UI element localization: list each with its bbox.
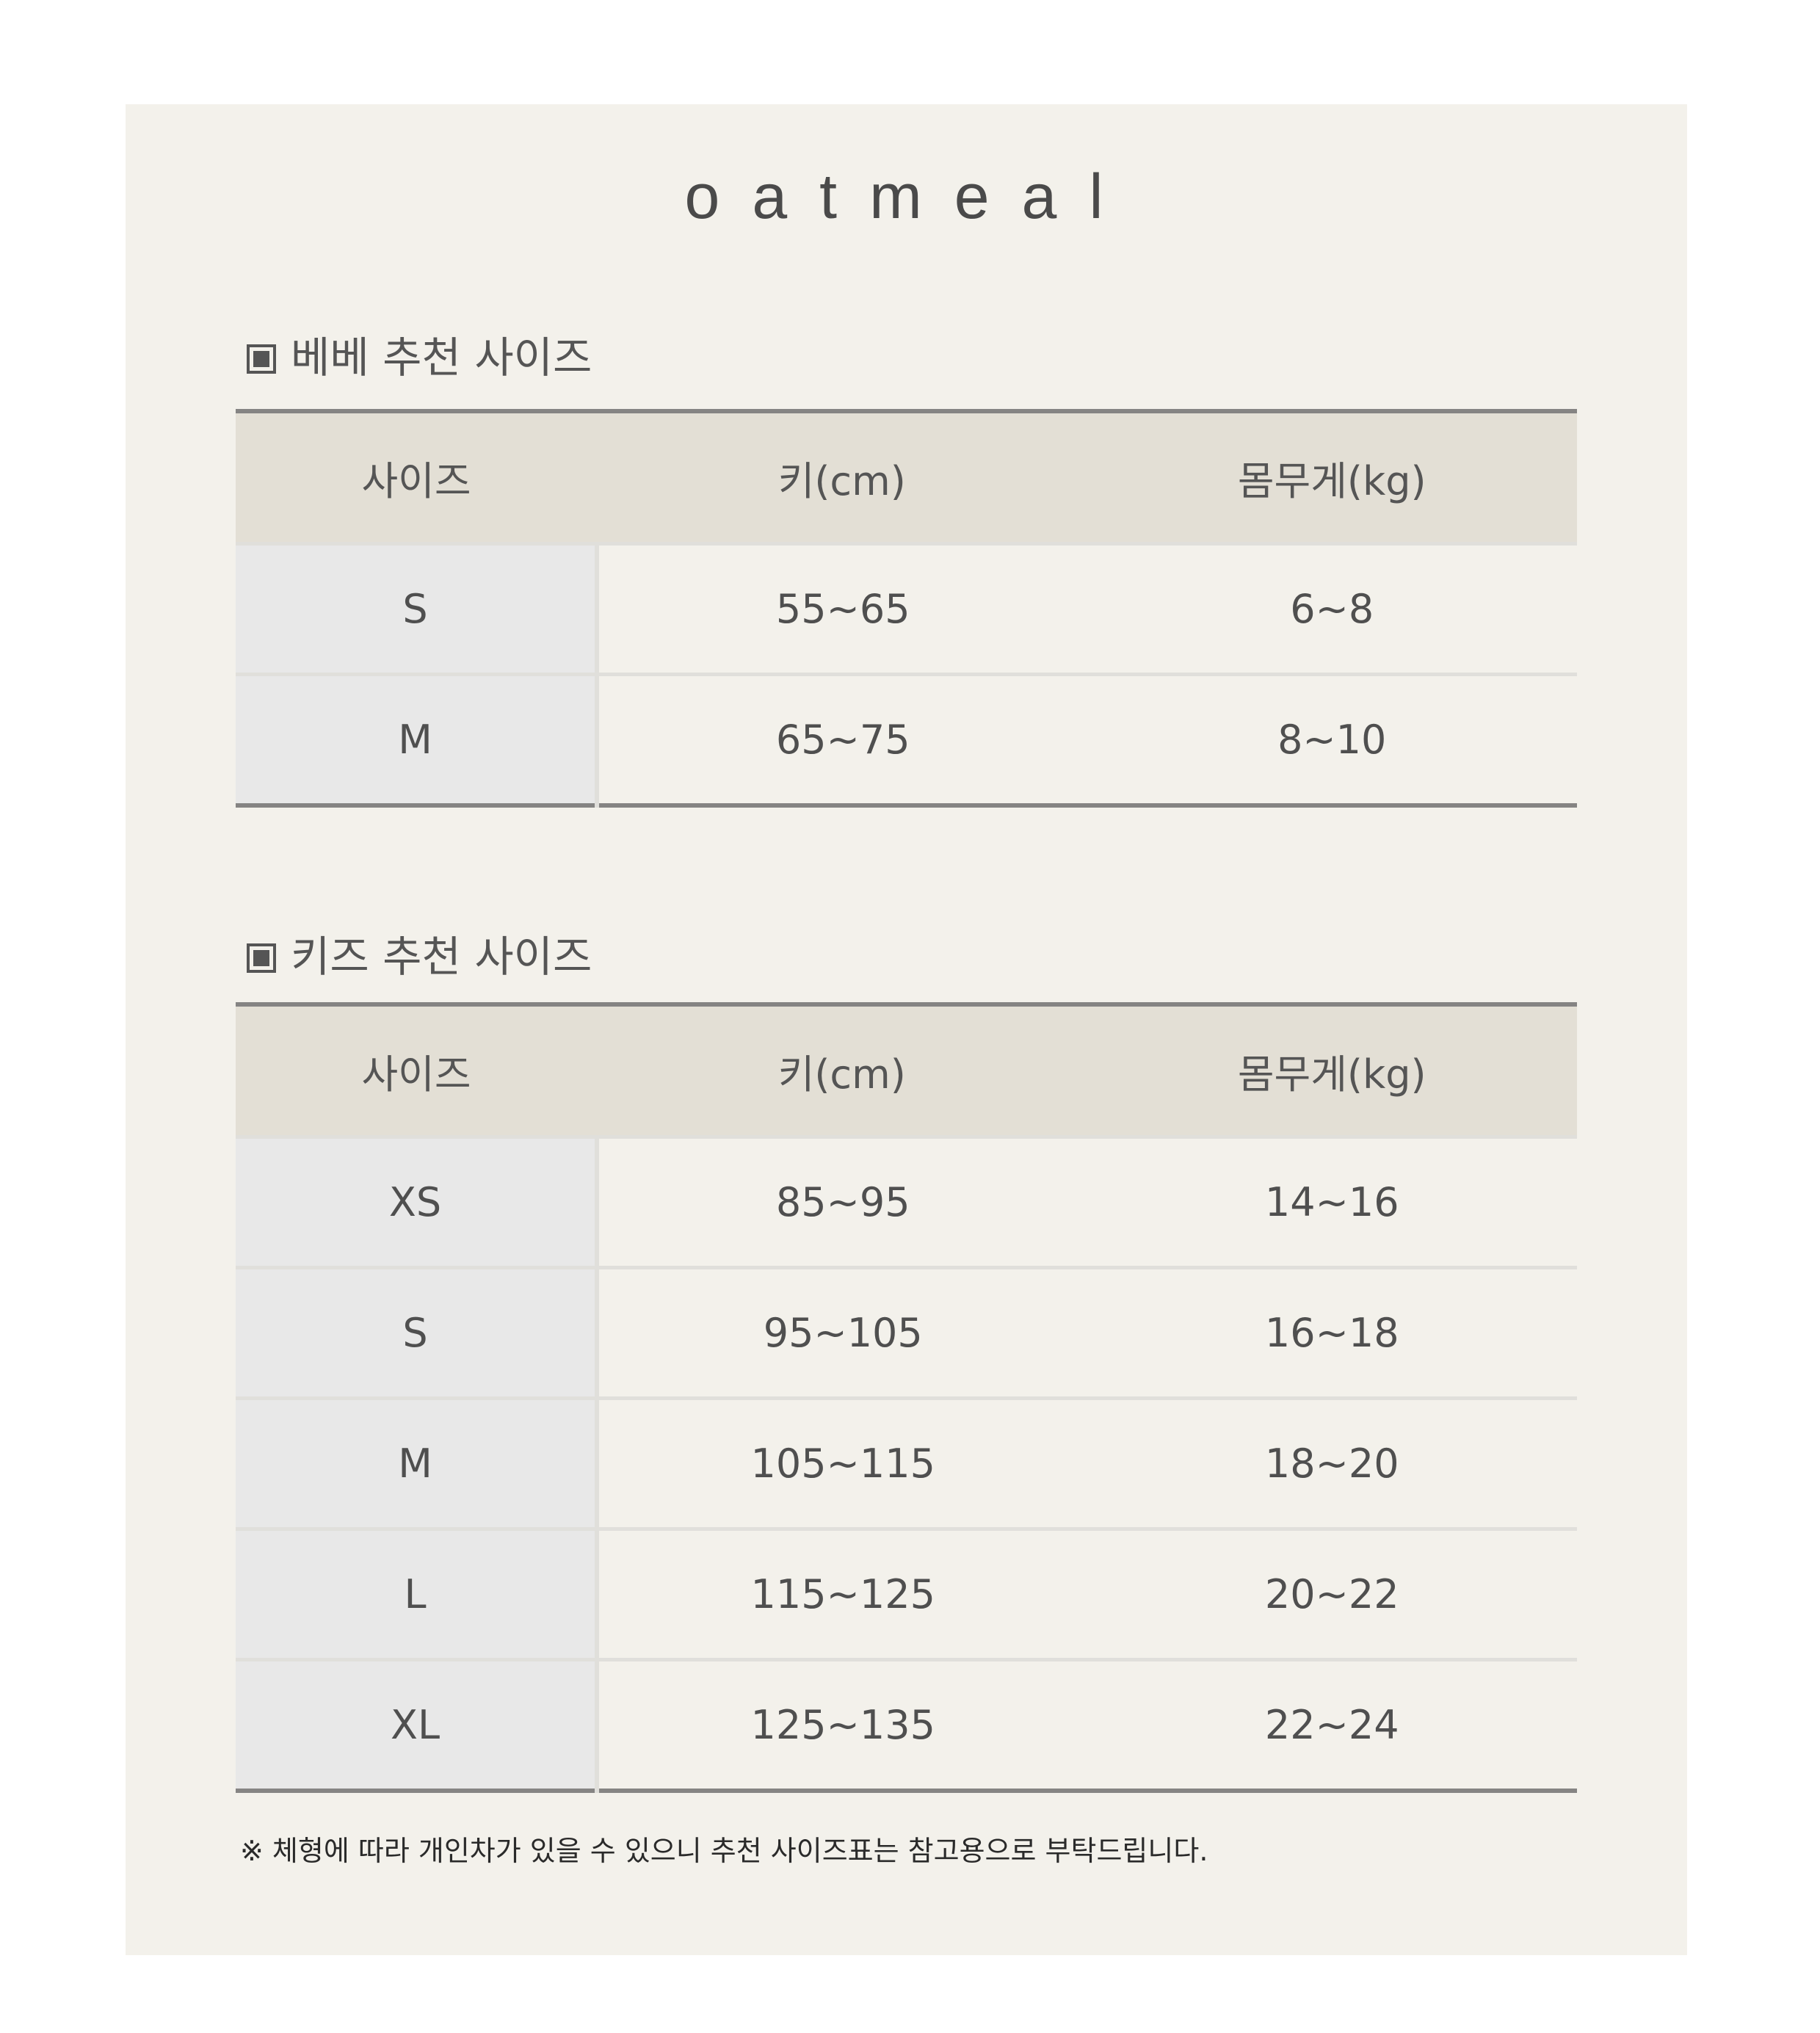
height-cell: 105~115 <box>597 1396 1087 1529</box>
size-table-kids: 사이즈 키(cm) 몸무게(kg) XS 85~95 14~16 S 95~105 16~18 M… <box>236 1002 1577 1793</box>
table-row: XL 125~135 22~24 <box>236 1658 1577 1791</box>
table-row: M 105~115 18~20 <box>236 1396 1577 1529</box>
height-cell: 125~135 <box>597 1658 1087 1791</box>
table-row: L 115~125 20~22 <box>236 1527 1577 1660</box>
square-bullet-icon <box>247 344 276 374</box>
size-cell: XL <box>236 1658 599 1791</box>
brand-logo: oatmeal <box>684 162 1136 232</box>
height-cell: 55~65 <box>597 542 1087 675</box>
column-header: 키(cm) <box>597 411 1087 544</box>
height-cell: 85~95 <box>597 1135 1087 1268</box>
column-header: 몸무게(kg) <box>1087 1004 1577 1137</box>
height-cell: 65~75 <box>597 673 1087 805</box>
section-title-baby: 베베 추천 사이즈 <box>247 336 592 379</box>
weight-cell: 22~24 <box>1087 1658 1577 1791</box>
footnote: ※ 체형에 따라 개인차가 있을 수 있으니 추천 사이즈표는 참고용으로 부탁… <box>240 1835 1208 1867</box>
height-cell: 95~105 <box>597 1266 1087 1399</box>
size-cell: S <box>236 542 599 675</box>
header-row: 사이즈 키(cm) 몸무게(kg) <box>236 1004 1577 1137</box>
size-cell: S <box>236 1266 599 1399</box>
weight-cell: 14~16 <box>1087 1135 1577 1268</box>
table-row: S 55~65 6~8 <box>236 542 1577 675</box>
square-bullet-icon <box>247 943 276 973</box>
size-cell: L <box>236 1527 599 1660</box>
section-title-text: 베베 추천 사이즈 <box>291 333 592 383</box>
table-row: S 95~105 16~18 <box>236 1266 1577 1399</box>
weight-cell: 6~8 <box>1087 542 1577 675</box>
weight-cell: 18~20 <box>1087 1396 1577 1529</box>
header-row: 사이즈 키(cm) 몸무게(kg) <box>236 411 1577 544</box>
column-header: 몸무게(kg) <box>1087 411 1577 544</box>
height-cell: 115~125 <box>597 1527 1087 1660</box>
table-row: XS 85~95 14~16 <box>236 1135 1577 1268</box>
size-table-baby: 사이즈 키(cm) 몸무게(kg) S 55~65 6~8 M 65~75 8~10 <box>236 409 1577 808</box>
size-cell: XS <box>236 1135 599 1268</box>
section-title-text: 키즈 추천 사이즈 <box>291 932 592 982</box>
table-row: M 65~75 8~10 <box>236 673 1577 805</box>
weight-cell: 8~10 <box>1087 673 1577 805</box>
weight-cell: 16~18 <box>1087 1266 1577 1399</box>
size-cell: M <box>236 673 599 805</box>
section-title-kids: 키즈 추천 사이즈 <box>247 935 592 978</box>
weight-cell: 20~22 <box>1087 1527 1577 1660</box>
size-cell: M <box>236 1396 599 1529</box>
column-header: 키(cm) <box>597 1004 1087 1137</box>
column-header: 사이즈 <box>236 411 597 544</box>
column-header: 사이즈 <box>236 1004 597 1137</box>
